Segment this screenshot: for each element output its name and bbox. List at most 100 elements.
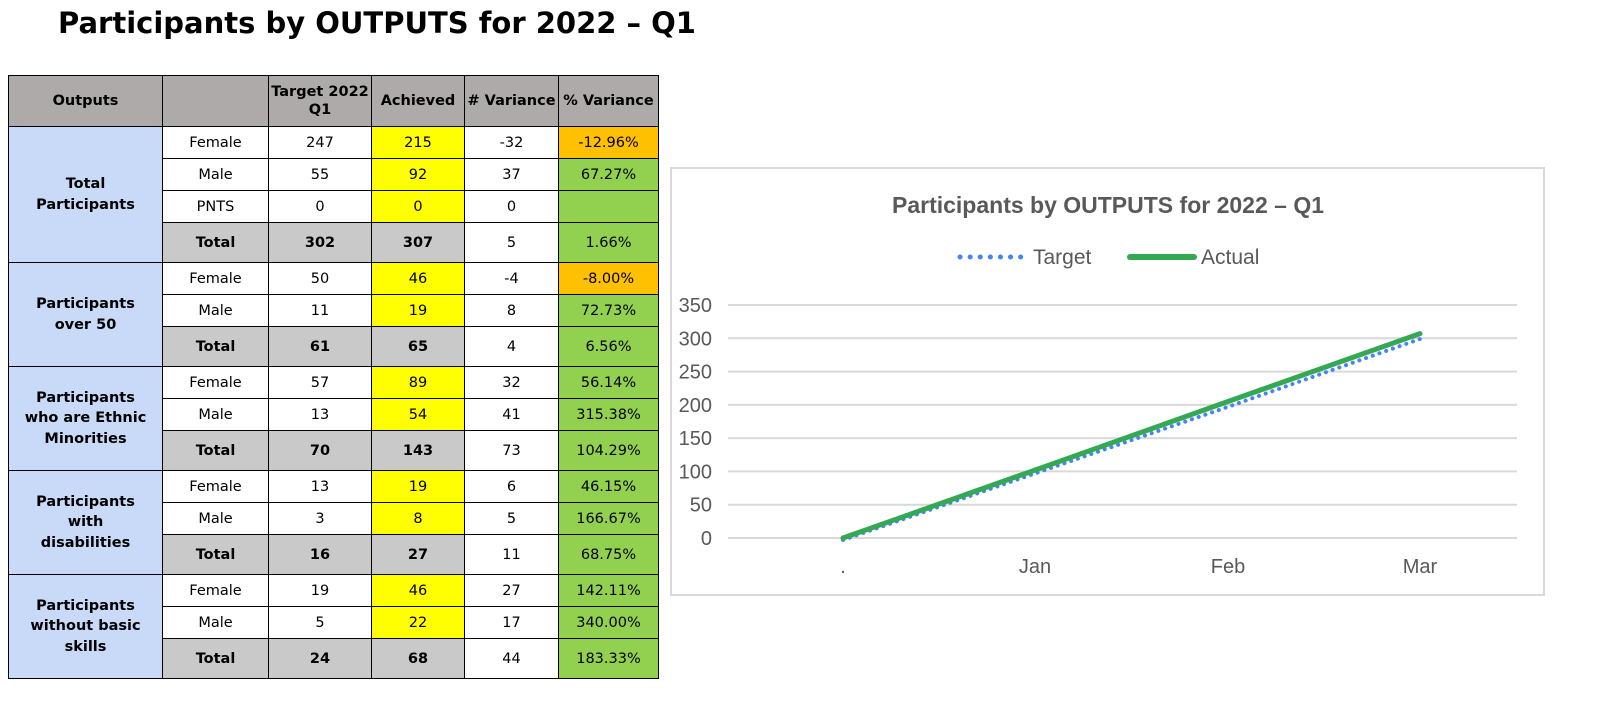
percent-variance-cell: 6.56% <box>558 326 659 367</box>
table-row: Total 70 143 73 104.29% <box>9 430 659 471</box>
y-tick-label: 300 <box>679 328 712 350</box>
x-tick-label: Jan <box>1019 556 1051 578</box>
target-cell: 50 <box>268 262 372 295</box>
series-line-actual <box>840 331 1423 541</box>
column-header: % Variance <box>558 75 659 127</box>
variance-cell: 8 <box>464 294 559 327</box>
target-cell: 3 <box>268 502 372 535</box>
row-label: Total <box>162 430 269 471</box>
percent-variance-cell: 68.75% <box>558 534 659 575</box>
group-label: Total Participants <box>8 126 163 263</box>
table-row: Total 302 307 5 1.66% <box>9 222 659 263</box>
column-header: # Variance <box>464 75 559 127</box>
percent-variance-cell: 315.38% <box>558 398 659 431</box>
achieved-cell: 8 <box>371 502 465 535</box>
percent-variance-cell: 142.11% <box>558 574 659 607</box>
y-tick-label: 100 <box>679 461 712 483</box>
variance-cell: 0 <box>464 190 559 223</box>
variance-cell: -4 <box>464 262 559 295</box>
table-row: Total 24 68 44 183.33% <box>9 638 659 679</box>
achieved-cell: 89 <box>371 366 465 399</box>
achieved-cell: 307 <box>371 222 465 263</box>
achieved-cell: 54 <box>371 398 465 431</box>
y-tick-label: 0 <box>701 528 712 550</box>
target-cell: 70 <box>268 430 372 471</box>
percent-variance-cell: 72.73% <box>558 294 659 327</box>
target-cell: 55 <box>268 158 372 191</box>
column-header: Achieved <box>371 75 465 127</box>
achieved-cell: 46 <box>371 262 465 295</box>
table-row: Male 5 22 17 340.00% <box>9 606 659 639</box>
x-tick-label: . <box>840 556 846 578</box>
percent-variance-cell: 56.14% <box>558 366 659 399</box>
y-tick-label: 350 <box>679 295 712 317</box>
row-label: Total <box>162 534 269 575</box>
row-label: Male <box>162 606 269 639</box>
legend-actual-label: Actual <box>1201 246 1259 269</box>
group-label: Participants over 50 <box>8 262 163 367</box>
outputs-table: Outputs Target 2022 Q1 Achieved # Variance%… <box>8 75 659 679</box>
achieved-cell: 46 <box>371 574 465 607</box>
page-title: Participants by OUTPUTS for 2022 – Q1 <box>58 6 696 40</box>
target-cell: 19 <box>268 574 372 607</box>
group-label: Participants with disabilities <box>8 470 163 575</box>
chart-container <box>670 167 1545 596</box>
achieved-cell: 27 <box>371 534 465 575</box>
table-row: Participants who are Ethnic Minorities Fe… <box>8 366 659 471</box>
percent-variance-cell: 166.67% <box>558 502 659 535</box>
row-label: Female <box>162 126 269 159</box>
y-tick-label: 200 <box>679 395 712 417</box>
achieved-cell: 0 <box>371 190 465 223</box>
target-cell: 11 <box>268 294 372 327</box>
column-header: Outputs <box>8 75 163 127</box>
percent-variance-cell: 67.27% <box>558 158 659 191</box>
achieved-cell: 65 <box>371 326 465 367</box>
target-cell: 24 <box>268 638 372 679</box>
target-cell: 0 <box>268 190 372 223</box>
row-label: Total <box>162 222 269 263</box>
table-row: Total 16 27 11 68.75% <box>9 534 659 575</box>
row-label: Total <box>162 638 269 679</box>
table-row: Male 11 19 8 72.73% <box>9 294 659 327</box>
achieved-cell: 143 <box>371 430 465 471</box>
column-header <box>162 75 269 127</box>
percent-variance-cell: 104.29% <box>558 430 659 471</box>
percent-variance-cell: -8.00% <box>558 262 659 295</box>
table-row: Participants over 50 Female 50 46 -4 -8.00% <box>8 262 659 367</box>
variance-cell: 4 <box>464 326 559 367</box>
percent-variance-cell <box>558 190 659 223</box>
x-tick-label: Feb <box>1211 556 1245 578</box>
percent-variance-cell: 340.00% <box>558 606 659 639</box>
y-tick-label: 250 <box>679 362 712 384</box>
table-row: PNTS 0 0 0 <box>9 190 659 223</box>
y-tick-label: 50 <box>690 495 712 517</box>
y-tick-label: 150 <box>679 428 712 450</box>
table-row: Total 61 65 4 6.56% <box>9 326 659 367</box>
table-row: Participants with disabilities Female 13 19… <box>8 470 659 575</box>
series-line-target <box>841 336 1422 542</box>
table-row: Participants without basic skills Female 1… <box>8 574 659 679</box>
target-cell: 302 <box>268 222 372 263</box>
group-label: Participants who are Ethnic Minorities <box>8 366 163 471</box>
row-label: Total <box>162 326 269 367</box>
variance-cell: 37 <box>464 158 559 191</box>
chart-title: Participants by OUTPUTS for 2022 – Q1 <box>892 192 1324 218</box>
achieved-cell: 68 <box>371 638 465 679</box>
variance-cell: 17 <box>464 606 559 639</box>
variance-cell: 27 <box>464 574 559 607</box>
target-cell: 57 <box>268 366 372 399</box>
target-cell: 16 <box>268 534 372 575</box>
target-cell: 13 <box>268 470 372 503</box>
percent-variance-cell: 183.33% <box>558 638 659 679</box>
row-label: Male <box>162 294 269 327</box>
legend-target-label: Target <box>1033 246 1092 269</box>
percent-variance-cell: 46.15% <box>558 470 659 503</box>
x-tick-label: Mar <box>1403 556 1438 578</box>
achieved-cell: 22 <box>371 606 465 639</box>
percent-variance-cell: 1.66% <box>558 222 659 263</box>
group-label: Participants without basic skills <box>8 574 163 679</box>
variance-cell: -32 <box>464 126 559 159</box>
percent-variance-cell: -12.96% <box>558 126 659 159</box>
target-cell: 13 <box>268 398 372 431</box>
